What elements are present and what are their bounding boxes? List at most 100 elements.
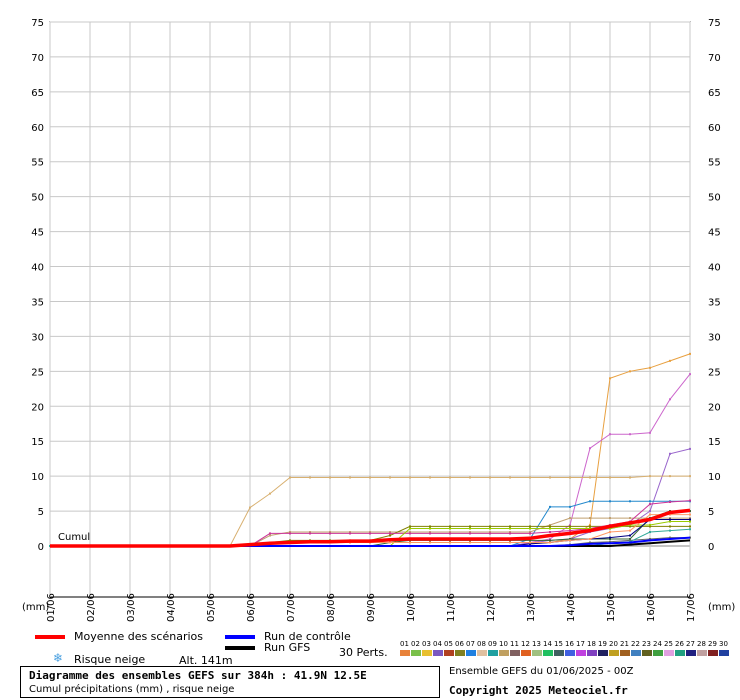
- member-line-7-point: [289, 539, 291, 542]
- pert-number: 03: [422, 640, 431, 648]
- y-tick-label: 25: [708, 367, 721, 378]
- member-line-14-point: [689, 528, 691, 531]
- member-line-11-point: [669, 518, 671, 521]
- member-line-9-point: [429, 527, 431, 530]
- member-line-5-point: [629, 500, 631, 503]
- member-line-6-point: [529, 531, 531, 534]
- member-line-7-point: [469, 525, 471, 528]
- member-line-13-point: [629, 539, 631, 542]
- pert-swatch: [521, 650, 531, 656]
- member-line-2-point: [689, 373, 691, 376]
- pert-number: 23: [642, 640, 651, 648]
- member-line-12-point: [609, 531, 611, 534]
- member-line-6-point: [429, 531, 431, 534]
- pert-swatch: [411, 650, 421, 656]
- y-tick-label: 75: [31, 18, 44, 29]
- y-tick-label: 25: [31, 367, 44, 378]
- member-line-1-point: [609, 377, 611, 380]
- pert-number: 05: [444, 640, 453, 648]
- member-line-12-point: [669, 513, 671, 516]
- member-line-4-point: [309, 476, 311, 479]
- footer-title-box: Diagramme des ensembles GEFS sur 384h : …: [20, 666, 440, 698]
- member-line-1-point: [689, 352, 691, 355]
- member-line-8-point: [489, 532, 491, 535]
- member-line-9-point: [409, 527, 411, 530]
- y-tick-label: 75: [708, 18, 721, 29]
- pert-number: 07: [466, 640, 475, 648]
- member-line-2-point: [569, 524, 571, 527]
- x-tick-label: 17/06: [686, 593, 697, 622]
- pert-swatch: [400, 650, 410, 656]
- member-line-7-point: [629, 525, 631, 528]
- member-line-9-point: [449, 527, 451, 530]
- member-line-9-point: [629, 524, 631, 527]
- member-line-9-point: [689, 520, 691, 523]
- member-line-11-point: [529, 542, 531, 545]
- pert-number: 21: [620, 640, 629, 648]
- pert-number: 30: [719, 640, 728, 648]
- member-line-4-point: [569, 476, 571, 479]
- mean-legend-label: Moyenne des scénarios: [74, 630, 203, 643]
- member-line-12-point: [469, 541, 471, 544]
- y-tick-label: 40: [31, 263, 44, 274]
- x-tick-label: 15/06: [606, 593, 617, 622]
- member-line-2-point: [609, 433, 611, 436]
- member-line-8-point: [689, 499, 691, 502]
- x-tick-label: 13/06: [526, 593, 537, 622]
- member-line-12-point: [589, 538, 591, 541]
- y-tick-label: 30: [708, 332, 721, 343]
- y-tick-label: 45: [31, 228, 44, 239]
- y-tick-label: 35: [31, 297, 44, 308]
- pert-swatch: [708, 650, 718, 656]
- pert-number: 24: [653, 640, 662, 648]
- member-line-5-point: [569, 505, 571, 508]
- y-tick-label: 40: [708, 263, 721, 274]
- y-tick-label: 5: [708, 507, 714, 518]
- member-line-12-point: [649, 513, 651, 516]
- member-line-8-point: [569, 529, 571, 532]
- mean-legend-swatch: [35, 635, 65, 639]
- member-line-4-point: [609, 476, 611, 479]
- y-tick-label: 20: [31, 402, 44, 413]
- y-tick-label: 55: [31, 158, 44, 169]
- x-tick-label: 10/06: [406, 593, 417, 622]
- member-line-6-point: [309, 531, 311, 534]
- member-line-8-point: [449, 532, 451, 535]
- y-tick-label: 45: [708, 228, 721, 239]
- member-line-4-point: [249, 506, 251, 509]
- pert-number: 04: [433, 640, 442, 648]
- member-line-4-point: [429, 476, 431, 479]
- member-line-8-point: [389, 532, 391, 535]
- member-line-8-point: [409, 532, 411, 535]
- member-line-9-point: [469, 527, 471, 530]
- y-tick-label: 65: [31, 88, 44, 99]
- member-line-8-point: [329, 532, 331, 535]
- member-line-2-point: [589, 447, 591, 450]
- member-line-12-point: [629, 529, 631, 532]
- member-line-4-point: [689, 475, 691, 478]
- member-line-3-point: [649, 510, 651, 513]
- x-tick-label: 09/06: [366, 593, 377, 622]
- control-legend-label: Run de contrôle: [264, 630, 351, 643]
- member-line-8-point: [369, 532, 371, 535]
- pert-swatch: [422, 650, 432, 656]
- member-line-6-point: [369, 531, 371, 534]
- y-tick-label: 50: [708, 193, 721, 204]
- member-line-8-point: [669, 500, 671, 503]
- pert-swatch: [587, 650, 597, 656]
- footer-subtitle: Cumul précipitations (mm) , risque neige: [29, 684, 235, 695]
- member-line-7-point: [549, 525, 551, 528]
- pert-swatch: [642, 650, 652, 656]
- member-line-13-point: [649, 538, 651, 541]
- member-line-8-point: [269, 532, 271, 535]
- member-line-6-point: [549, 524, 551, 527]
- x-tick-label: 08/06: [326, 593, 337, 622]
- member-line-9-point: [529, 527, 531, 530]
- member-line-3-point: [669, 452, 671, 455]
- pert-number: 10: [499, 640, 508, 648]
- member-line-6-point: [609, 517, 611, 520]
- x-tick-label: 14/06: [566, 593, 577, 622]
- member-line-7-point: [529, 525, 531, 528]
- mean-line: [50, 508, 691, 548]
- member-line-4-point: [449, 476, 451, 479]
